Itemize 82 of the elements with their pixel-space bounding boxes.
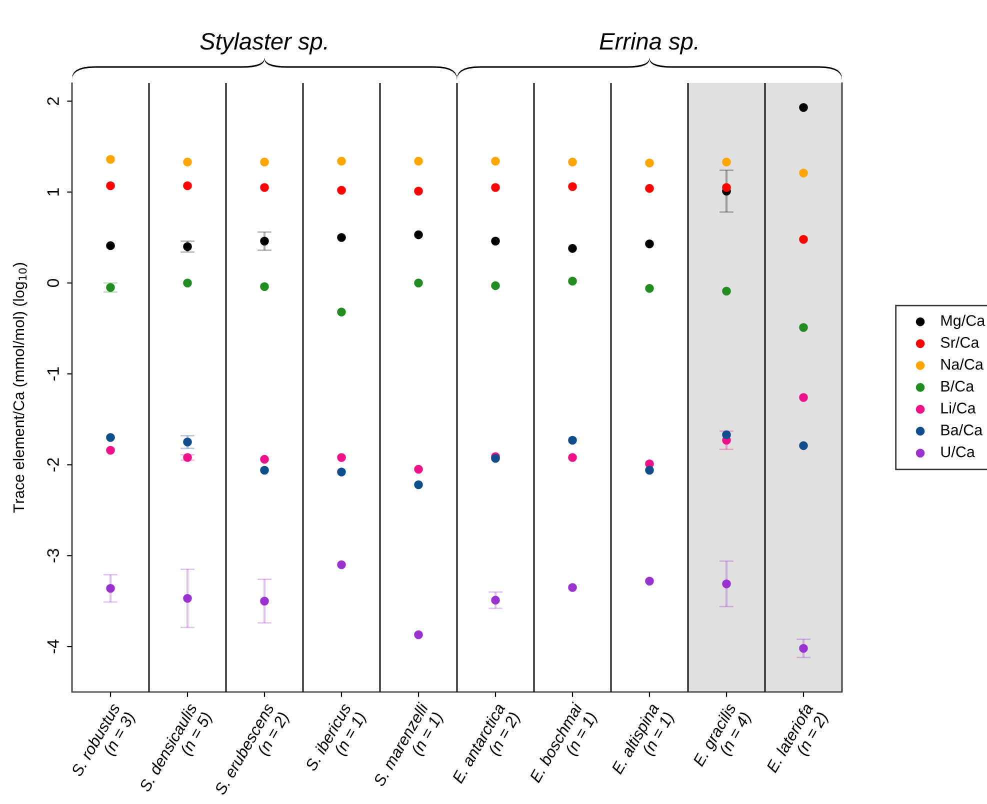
point xyxy=(414,480,423,490)
legend-label: Na/Ca xyxy=(941,358,984,370)
point xyxy=(183,158,192,166)
y-tick-label: 2 xyxy=(47,97,59,105)
point xyxy=(414,230,423,240)
point xyxy=(337,186,346,195)
point xyxy=(568,182,577,192)
point xyxy=(106,584,115,593)
point xyxy=(568,453,577,462)
legend-label: Mg/Ca xyxy=(941,314,986,329)
point xyxy=(106,433,115,442)
point xyxy=(799,234,808,244)
point xyxy=(260,183,269,192)
point xyxy=(414,278,423,288)
point xyxy=(568,158,577,166)
point xyxy=(106,241,115,250)
point xyxy=(106,181,115,190)
point xyxy=(414,630,423,640)
point xyxy=(491,596,500,605)
legend-label: Li/Ca xyxy=(941,402,976,414)
legend-label: U/Ca xyxy=(941,446,975,458)
point xyxy=(568,276,577,286)
point xyxy=(106,154,115,164)
point xyxy=(260,454,269,464)
point xyxy=(337,560,346,570)
point xyxy=(722,579,731,588)
point xyxy=(414,464,423,474)
point xyxy=(260,466,269,475)
point xyxy=(568,244,577,253)
point xyxy=(260,236,269,246)
point xyxy=(799,168,808,178)
point xyxy=(645,576,654,586)
point xyxy=(645,184,654,193)
point xyxy=(337,156,346,166)
point xyxy=(799,644,808,653)
legend-label: Ba/Ca xyxy=(941,424,983,436)
y-axis-title: Trace element/Ca (mmol/mol) (log$_{10}$) xyxy=(12,263,28,513)
point xyxy=(260,282,269,291)
point xyxy=(491,156,500,166)
point xyxy=(722,430,731,440)
point xyxy=(337,468,346,476)
text: Errina sp. xyxy=(600,32,698,54)
point xyxy=(568,436,577,445)
point xyxy=(106,446,115,455)
point xyxy=(183,242,192,252)
point xyxy=(183,278,192,288)
point xyxy=(722,183,731,192)
point xyxy=(645,239,654,248)
point xyxy=(106,283,115,292)
point xyxy=(183,181,192,190)
point xyxy=(414,156,423,166)
point xyxy=(414,186,423,196)
y-tick-label: 0 xyxy=(47,278,59,287)
point xyxy=(260,158,269,166)
point xyxy=(491,281,500,290)
y-tick-label: -3 xyxy=(47,548,59,562)
point xyxy=(645,466,654,475)
point xyxy=(722,158,731,166)
y-tick-label: 1 xyxy=(47,188,59,196)
y-tick-label: -1 xyxy=(47,367,59,381)
point xyxy=(799,441,808,450)
point xyxy=(722,286,731,296)
point xyxy=(799,103,808,112)
point xyxy=(799,393,808,402)
point xyxy=(260,596,269,606)
point xyxy=(568,583,577,592)
point xyxy=(491,236,500,246)
point xyxy=(799,323,808,332)
y-tick-label: -2 xyxy=(47,458,59,472)
point xyxy=(183,438,192,446)
point xyxy=(183,594,192,603)
point xyxy=(645,284,654,293)
point xyxy=(337,453,346,462)
point xyxy=(183,453,192,462)
legend-label: B/Ca xyxy=(941,380,974,392)
point xyxy=(491,183,500,192)
point xyxy=(645,158,654,168)
y-tick-label: -4 xyxy=(47,640,59,654)
point xyxy=(337,233,346,242)
legend-label: Sr/Ca xyxy=(940,336,980,348)
text: Stylaster sp. xyxy=(200,32,327,54)
point xyxy=(337,308,346,316)
